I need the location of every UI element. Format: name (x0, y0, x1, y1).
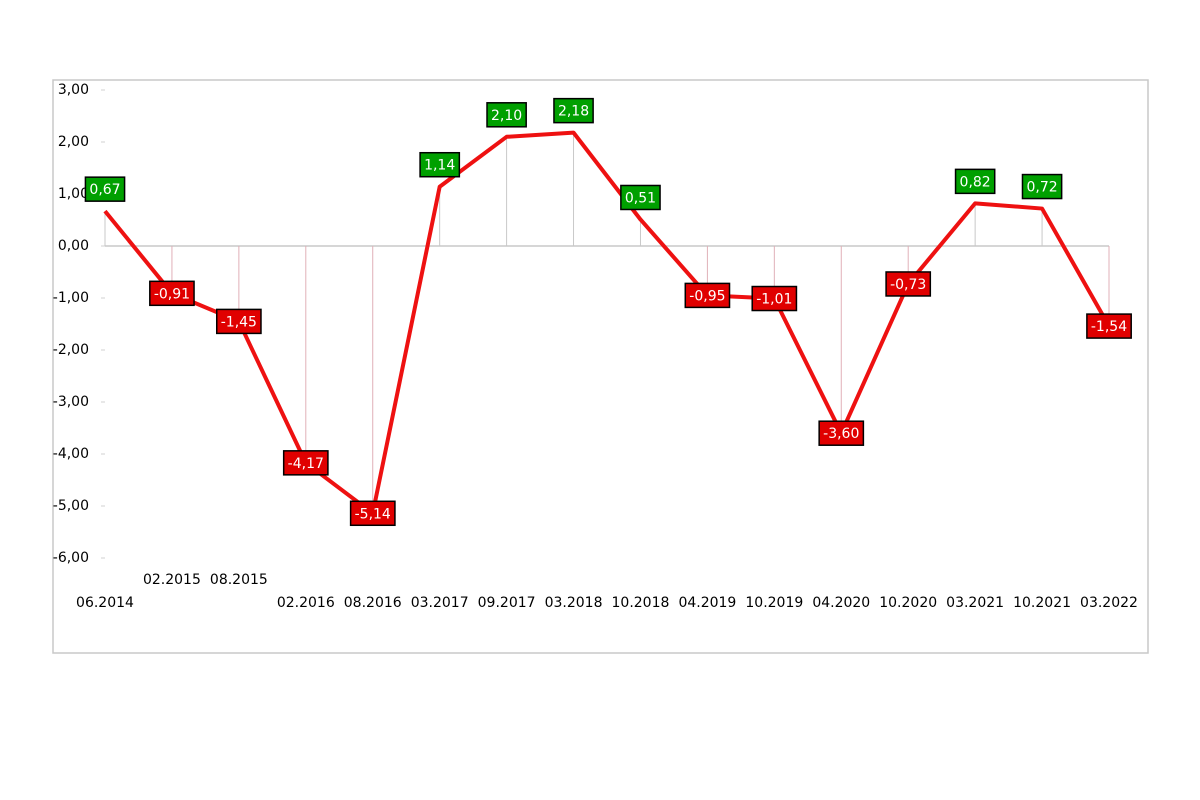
x-tick-label: 08.2016 (344, 595, 402, 611)
y-tick-label: -5,00 (53, 498, 89, 514)
data-label-box (486, 102, 527, 128)
y-tick-label: -6,00 (53, 550, 89, 566)
data-label: -1,54 (1086, 313, 1132, 339)
x-tick-label: 03.2017 (411, 595, 469, 611)
x-tick-label: 04.2019 (678, 595, 736, 611)
data-label-text: -1,01 (756, 292, 792, 308)
y-tick-label: 3,00 (58, 82, 89, 98)
data-label-box (553, 97, 594, 124)
data-label-text: -5,14 (355, 506, 391, 522)
data-label-text: -4,17 (288, 456, 324, 472)
data-label-box (282, 450, 329, 476)
data-label: 0,82 (954, 168, 996, 195)
y-tick-label: -1,00 (53, 290, 89, 306)
data-label: 2,10 (486, 102, 527, 128)
data-label-box (885, 271, 932, 297)
data-label-box (818, 420, 865, 446)
data-label: -1,01 (751, 285, 798, 312)
y-tick-label: -3,00 (53, 394, 89, 410)
x-tick-label: 03.2021 (946, 595, 1004, 611)
data-label-text: 0,82 (960, 174, 991, 190)
y-tick-label: 2,00 (58, 134, 89, 150)
data-label-box (419, 151, 461, 178)
data-label: -0,73 (885, 271, 932, 297)
data-label-box (620, 184, 661, 211)
data-label-text: -1,54 (1091, 319, 1127, 335)
data-label-box (215, 308, 262, 335)
data-label: -1,45 (215, 308, 262, 335)
data-label-box (149, 280, 195, 307)
data-label-box (84, 176, 126, 202)
data-label: -0,91 (149, 280, 195, 307)
data-label-box (1086, 313, 1132, 339)
data-label-box (684, 282, 731, 309)
data-label-text: -0,73 (890, 277, 926, 293)
y-tick-label: -4,00 (53, 446, 89, 462)
data-label-text: 2,10 (491, 108, 522, 124)
x-tick-label: 10.2018 (612, 595, 670, 611)
data-label-text: -1,45 (221, 314, 257, 330)
x-tick-label: 02.2016 (277, 595, 335, 611)
y-tick-label: 1,00 (58, 186, 89, 202)
x-tick-label: 10.2019 (745, 595, 803, 611)
data-label-text: 0,51 (625, 190, 656, 206)
data-label: -0,95 (684, 282, 731, 309)
x-tick-label: 03.2018 (545, 595, 603, 611)
data-label-text: 0,72 (1026, 180, 1057, 196)
data-label: 0,67 (84, 176, 126, 202)
data-label-text: -0,91 (154, 286, 190, 302)
x-tick-label: 09.2017 (478, 595, 536, 611)
x-tick-label: 10.2020 (879, 595, 937, 611)
data-label: -5,14 (349, 500, 396, 527)
data-label-text: 1,14 (424, 158, 455, 174)
x-tick-label: 08.2015 (210, 572, 268, 588)
data-label-box (751, 285, 798, 312)
data-line (103, 130, 1111, 516)
data-label-text: -3,60 (823, 426, 859, 442)
data-label-box (1021, 173, 1063, 200)
x-tick-label: 10.2021 (1013, 595, 1071, 611)
data-label-text: 2,18 (558, 104, 589, 120)
x-tick-label: 06.2014 (76, 595, 134, 611)
data-label-text: 0,67 (89, 182, 120, 198)
data-label: 1,14 (419, 151, 461, 178)
data-label-box (954, 168, 996, 195)
y-tick-label: -2,00 (53, 342, 89, 358)
data-label: 0,72 (1021, 173, 1063, 200)
data-label-text: -0,95 (689, 288, 725, 304)
data-label: -4,17 (282, 450, 329, 476)
data-label: 0,51 (620, 184, 661, 211)
x-tick-label: 04.2020 (812, 595, 870, 611)
x-tick-label: 03.2022 (1080, 595, 1138, 611)
data-label-box (349, 500, 396, 527)
data-label: -3,60 (818, 420, 865, 446)
data-label: 2,18 (553, 97, 594, 124)
y-tick-label: 0,00 (58, 238, 89, 254)
x-tick-label: 02.2015 (143, 572, 201, 588)
